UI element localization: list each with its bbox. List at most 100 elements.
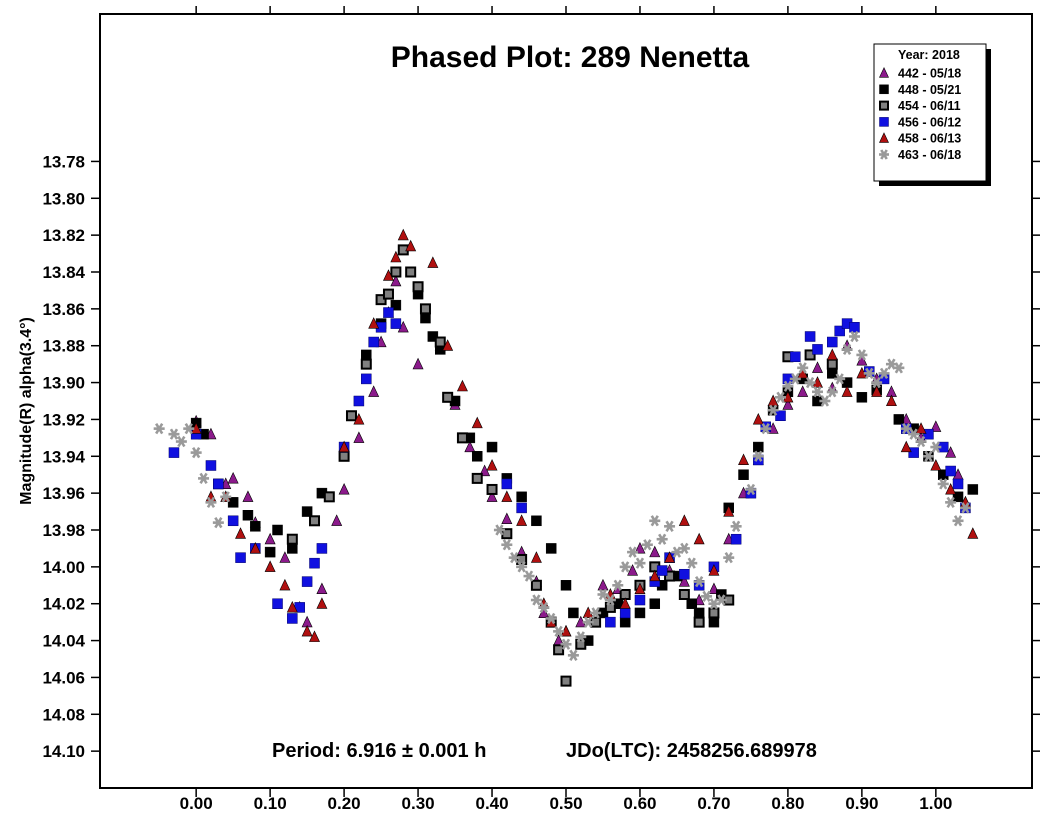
data-point [848, 330, 860, 343]
y-tick-label: 14.00 [42, 558, 85, 577]
y-tick-label: 13.94 [42, 447, 85, 466]
data-point [390, 318, 402, 329]
data-point [678, 542, 690, 555]
data-point [316, 582, 328, 595]
data-point [301, 506, 313, 517]
data-point [368, 317, 380, 329]
data-point [486, 441, 498, 453]
data-point [242, 510, 254, 521]
data-point [812, 361, 823, 373]
data-point [900, 423, 912, 435]
data-point [338, 440, 350, 453]
legend-label: 454 - 06/11 [898, 99, 961, 113]
data-point [442, 339, 454, 351]
data-point [597, 588, 609, 601]
data-point [168, 428, 180, 440]
data-point [353, 431, 365, 443]
data-point [619, 597, 631, 609]
data-point [545, 543, 557, 554]
data-point [316, 597, 328, 609]
legend-label: 463 - 06/18 [898, 148, 961, 162]
data-point [434, 336, 446, 348]
data-point [908, 428, 920, 440]
series-456 [168, 307, 971, 628]
data-point [604, 601, 616, 613]
data-point [656, 533, 668, 545]
data-point [501, 490, 513, 502]
legend-marker [879, 132, 889, 143]
y-tick-label: 13.98 [42, 521, 85, 540]
data-point [309, 630, 320, 642]
data-point [567, 649, 579, 661]
data-point [789, 373, 801, 385]
data-point [752, 412, 764, 425]
data-point [375, 294, 387, 306]
data-point [930, 459, 942, 471]
data-point [493, 524, 505, 536]
data-point [545, 612, 557, 625]
data-point [619, 616, 631, 628]
data-point [486, 483, 498, 495]
data-point [390, 299, 402, 311]
data-point [634, 582, 646, 595]
data-point [908, 447, 919, 458]
data-point [752, 450, 764, 462]
data-point [701, 590, 713, 602]
data-point [849, 322, 860, 333]
legend-label: 456 - 06/12 [898, 115, 961, 129]
data-point [575, 631, 587, 643]
data-point [915, 435, 927, 448]
data-point [471, 472, 483, 484]
data-point [419, 303, 431, 315]
data-point [442, 391, 454, 403]
data-point [353, 412, 365, 425]
data-point [412, 357, 424, 370]
data-point [790, 351, 801, 363]
data-point [693, 616, 705, 628]
data-point [827, 368, 838, 379]
data-point [205, 460, 217, 471]
data-point [649, 545, 661, 558]
data-point [345, 410, 357, 422]
data-point [338, 483, 350, 495]
data-point [368, 336, 379, 348]
data-point [738, 469, 749, 480]
y-tick-label: 13.82 [42, 226, 85, 245]
data-point [782, 398, 794, 410]
data-point [634, 607, 646, 619]
data-point [456, 432, 468, 444]
data-point [205, 496, 217, 508]
data-point [619, 607, 631, 619]
epoch-annotation: JDo(LTC): 2458256.689978 [566, 740, 817, 762]
data-point [553, 625, 565, 637]
data-point [316, 543, 328, 554]
data-point [427, 256, 439, 268]
data-point [693, 532, 705, 545]
y-tick-label: 13.90 [42, 374, 85, 393]
legend-marker [879, 84, 889, 95]
legend-marker [879, 67, 889, 78]
data-point [775, 410, 786, 421]
data-point [190, 446, 202, 459]
y-axis-label: Magnitude(R) alpha(3.4°) [18, 317, 35, 505]
data-point [456, 379, 468, 392]
data-point [693, 607, 705, 619]
data-point [309, 515, 321, 527]
data-point [286, 600, 298, 613]
data-point [819, 395, 831, 407]
data-point [301, 576, 313, 587]
x-tick-label: 0.00 [180, 794, 213, 813]
data-point [841, 343, 853, 356]
data-point [753, 441, 764, 453]
legend-box [873, 43, 987, 182]
data-point [627, 546, 639, 558]
data-point [301, 624, 313, 637]
data-point [923, 428, 934, 440]
y-tick-label: 14.10 [42, 742, 85, 761]
data-point [412, 281, 424, 293]
data-point [361, 349, 372, 361]
data-point [523, 570, 535, 582]
data-point [878, 367, 890, 379]
data-point [249, 541, 261, 554]
